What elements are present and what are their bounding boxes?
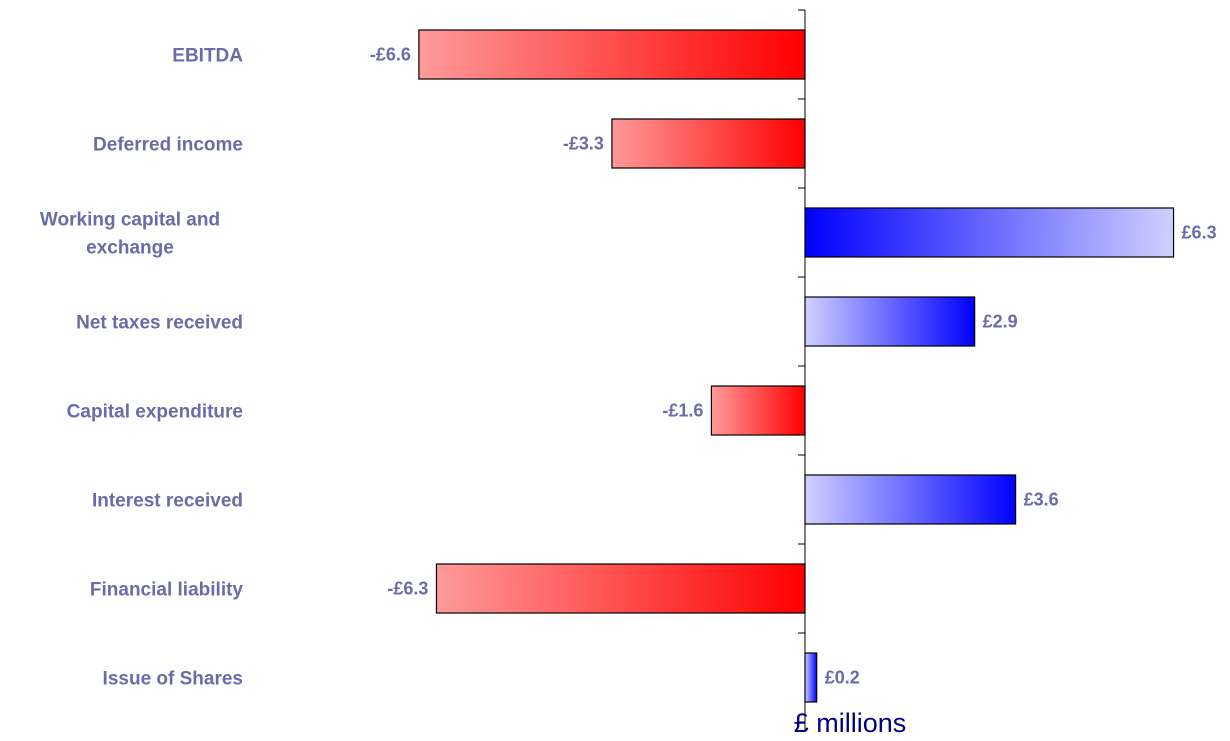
bars-layer: [419, 30, 1174, 702]
bar-capital-expenditure: [711, 386, 805, 435]
data-label: £6.3: [1182, 223, 1217, 243]
category-label: Issue of Shares: [103, 669, 243, 690]
data-label: £2.9: [983, 312, 1018, 332]
bar-deferred-income: [612, 119, 805, 168]
data-label: -£6.3: [387, 579, 428, 599]
bar-working-capital-and-exchange: [805, 208, 1174, 257]
data-label: £3.6: [1024, 490, 1059, 510]
bar-interest-received: [805, 475, 1016, 524]
category-label: Interest received: [92, 491, 243, 512]
data-label: £0.2: [825, 668, 860, 688]
category-label: Working capital and: [40, 210, 220, 231]
category-label: Financial liability: [90, 580, 244, 601]
data-label: -£3.3: [563, 134, 604, 154]
category-label: Net taxes received: [76, 313, 243, 334]
category-label: Capital expenditure: [67, 402, 243, 423]
data-label: -£1.6: [662, 401, 703, 421]
data-label: -£6.6: [370, 45, 411, 65]
x-axis-title: £ millions: [794, 708, 907, 738]
category-label: Deferred income: [93, 135, 243, 156]
category-label: exchange: [86, 238, 174, 259]
bar-financial-liability: [436, 564, 805, 613]
bar-issue-of-shares: [805, 653, 817, 702]
y-axis: [798, 10, 805, 732]
bar-net-taxes-received: [805, 297, 975, 346]
category-label: EBITDA: [172, 46, 243, 67]
bar-ebitda: [419, 30, 805, 79]
